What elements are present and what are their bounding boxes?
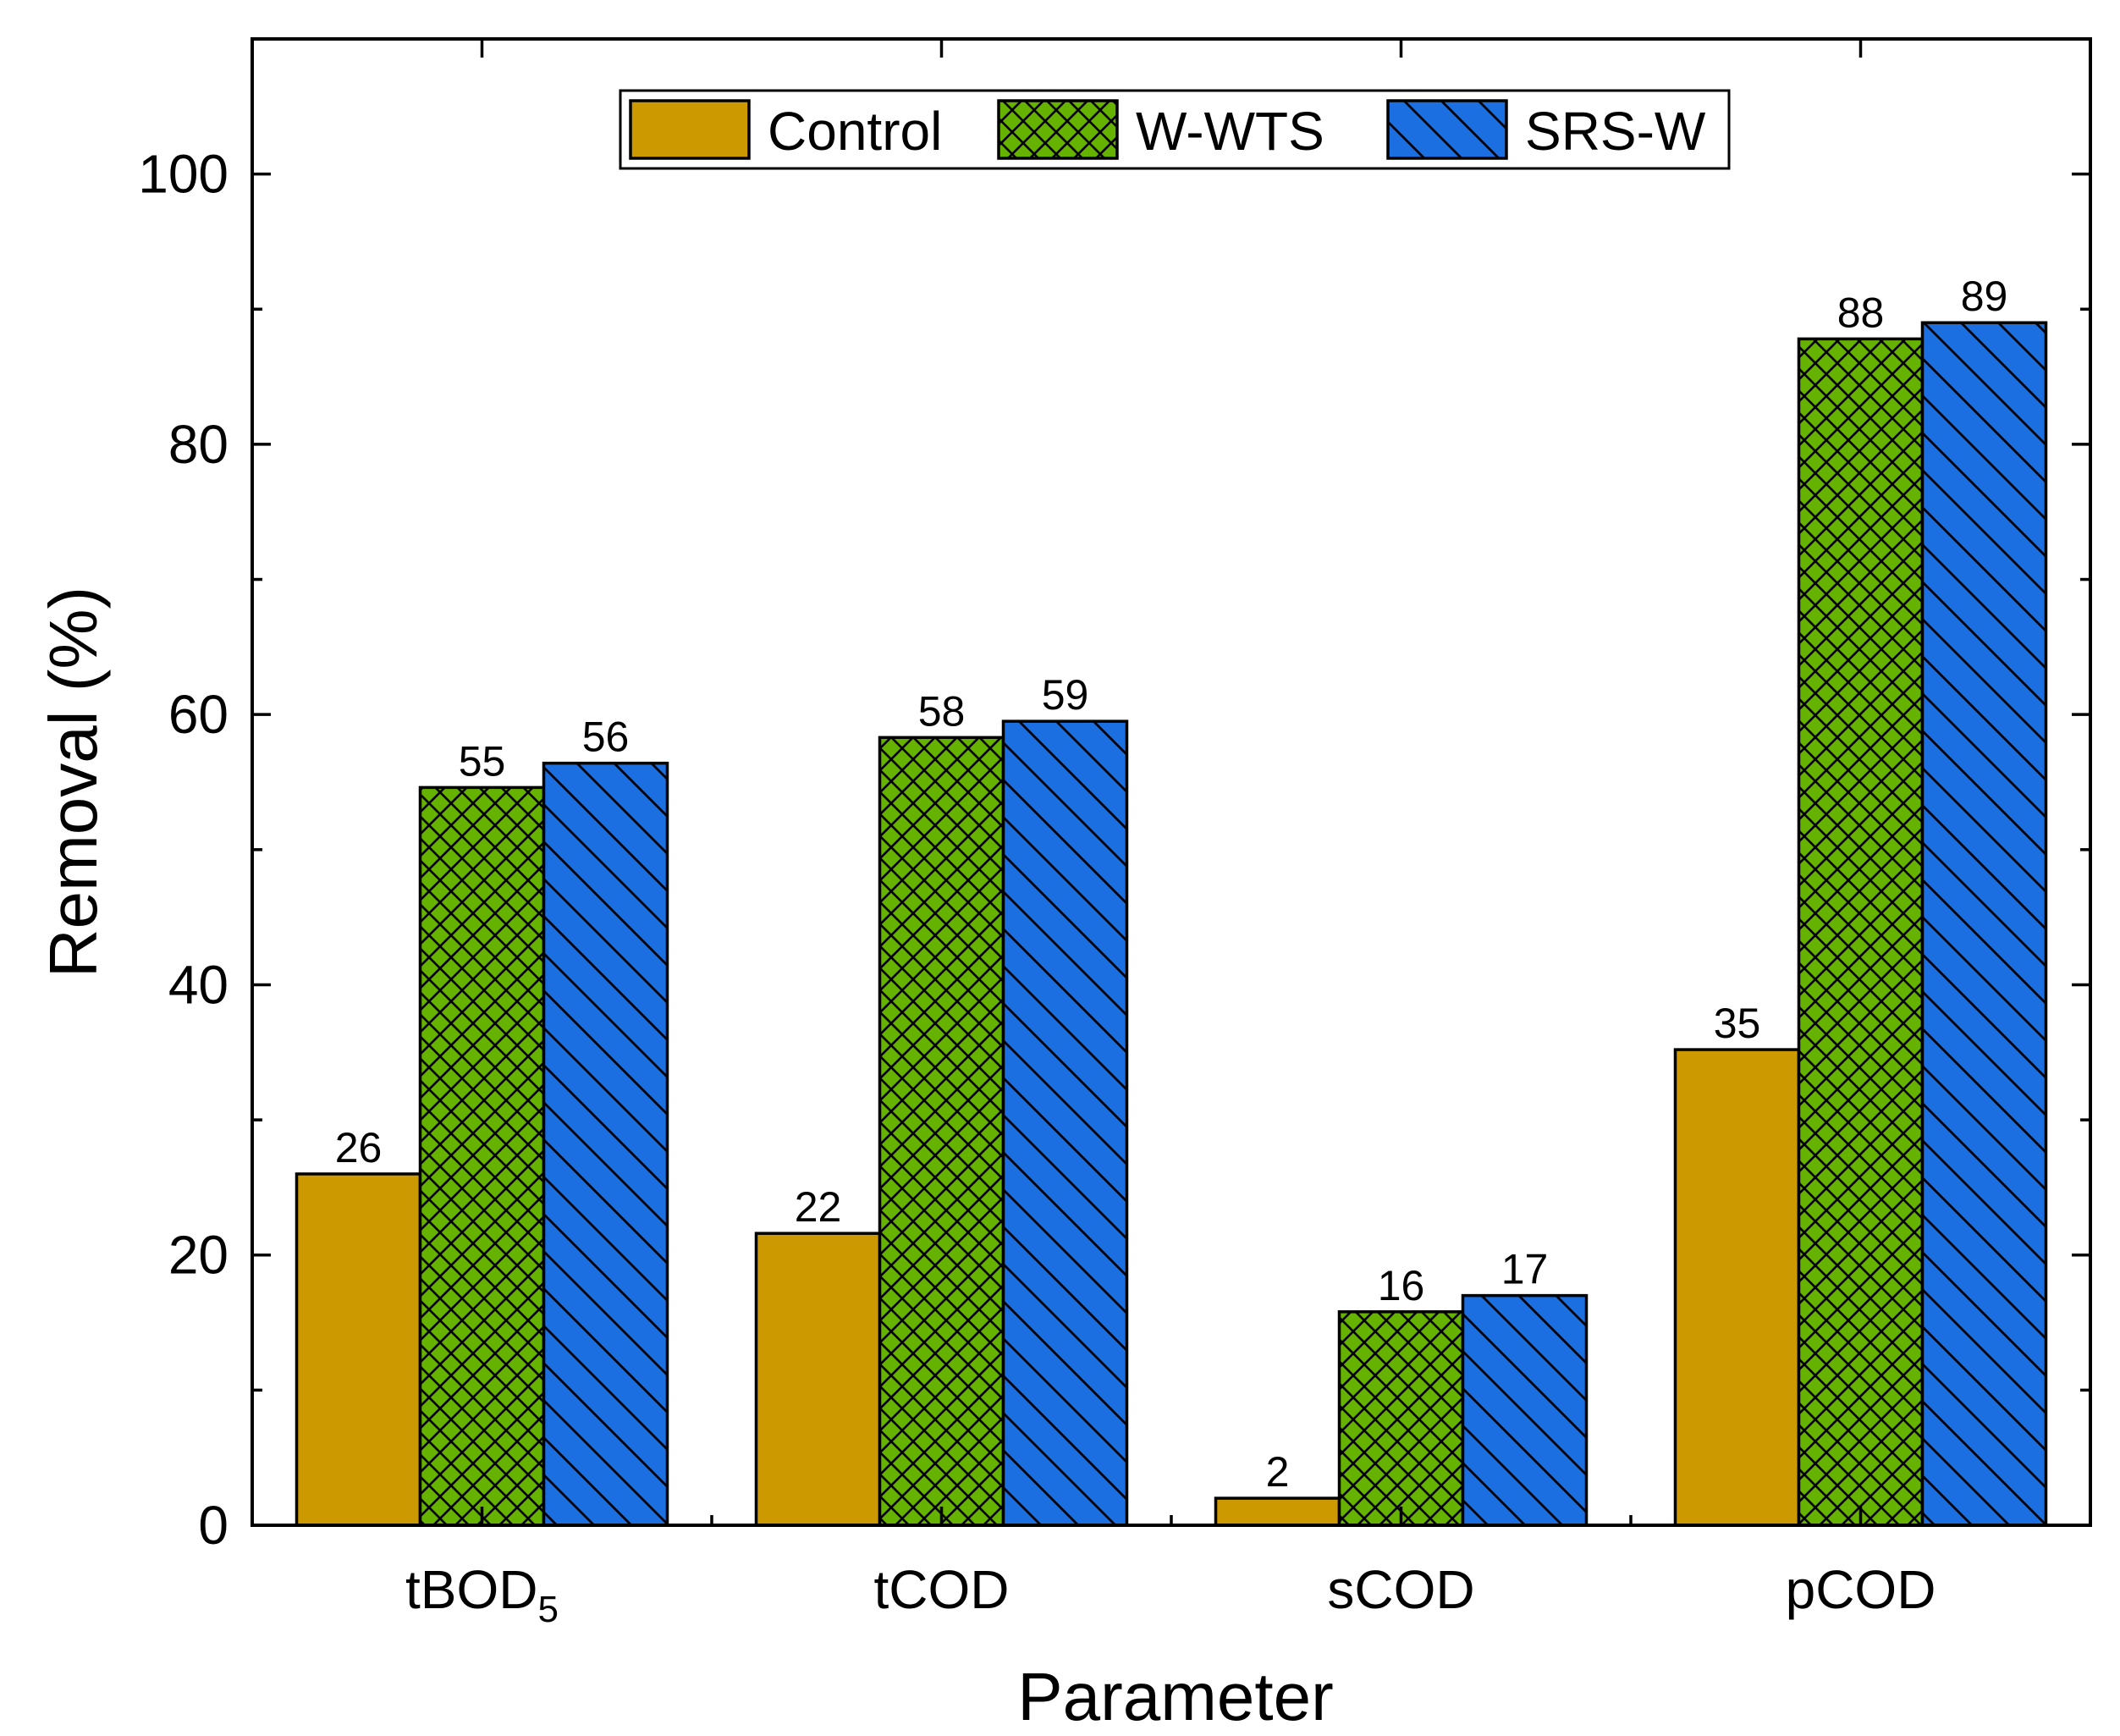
legend-label-w-wts: W-WTS [1136,101,1324,162]
y-tick-label: 100 [138,144,229,205]
y-tick-label: 20 [168,1225,229,1286]
data-label-control-scod: 2 [1266,1448,1290,1496]
x-tick-label-tcod: tCOD [874,1559,1010,1620]
data-label-w-wts-tcod: 58 [918,687,966,735]
bar-control-scod [1214,1496,1341,1527]
legend-label-control: Control [768,101,942,162]
data-label-control-tbod: 26 [335,1124,383,1171]
bar-w-wts-tbod [418,785,546,1527]
bar-control-tcod [754,1232,882,1527]
y-tick-label: 40 [168,954,229,1015]
y-tick-label: 80 [168,414,229,475]
bars-layer [295,321,2048,1527]
bar-srs-w-tcod [1001,719,1129,1527]
data-label-srs-w-pcod: 89 [1961,273,2008,320]
bar-w-wts-scod [1337,1310,1465,1527]
data-label-control-pcod: 35 [1714,1000,1761,1047]
y-tick-label: 0 [198,1495,229,1556]
bar-srs-w-scod [1461,1293,1589,1527]
legend-label-srs-w: SRS-W [1525,101,1706,162]
data-label-srs-w-scod: 17 [1501,1246,1549,1293]
bar-w-wts-tcod [878,736,1005,1527]
bar-control-pcod [1673,1048,1801,1527]
legend: Control W-WTS SRS-W [619,89,1731,170]
subscript: 5 [537,1589,558,1630]
bar-srs-w-pcod [1920,321,2048,1527]
bar-w-wts-pcod [1797,337,1925,1527]
legend-swatch-srs-w [1386,99,1508,160]
x-tick-label-scod: sCOD [1327,1559,1474,1620]
bar-control-tbod [295,1172,422,1527]
legend-swatch-control [629,99,751,160]
data-label-w-wts-scod: 16 [1378,1262,1425,1309]
data-label-srs-w-tbod: 56 [582,714,630,761]
bar-srs-w-tbod [542,761,669,1527]
y-tick-label: 60 [168,684,229,745]
x-tick-label-pcod: pCOD [1786,1559,1936,1620]
axes-layer: 0 20 40 60 80 100 tBOD5 tCOD sCOD pCOD [138,37,2090,1630]
data-label-w-wts-tbod: 55 [459,737,506,785]
legend-swatch-w-wts [997,99,1119,160]
x-axis-title: Parameter [1017,1659,1333,1734]
x-tick-label-tbod: tBOD5 [405,1559,559,1630]
data-label-w-wts-pcod: 88 [1837,289,1885,336]
y-axis-title: Removal (%) [36,587,111,978]
legend-box [619,89,1731,170]
data-label-control-tcod: 22 [795,1183,842,1231]
data-label-srs-w-tcod: 59 [1042,671,1089,719]
